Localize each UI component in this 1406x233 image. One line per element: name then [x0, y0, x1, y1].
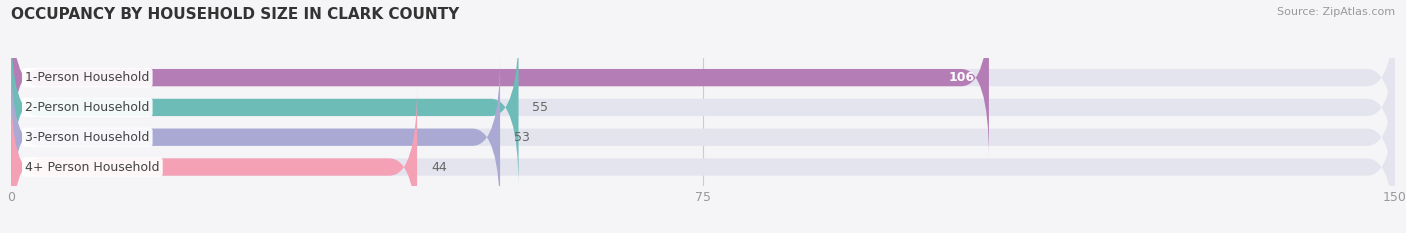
- Text: 55: 55: [533, 101, 548, 114]
- Text: 2-Person Household: 2-Person Household: [25, 101, 149, 114]
- FancyBboxPatch shape: [11, 27, 1395, 188]
- Text: 53: 53: [515, 131, 530, 144]
- FancyBboxPatch shape: [11, 0, 1395, 158]
- Text: OCCUPANCY BY HOUSEHOLD SIZE IN CLARK COUNTY: OCCUPANCY BY HOUSEHOLD SIZE IN CLARK COU…: [11, 7, 460, 22]
- Text: 106: 106: [949, 71, 976, 84]
- FancyBboxPatch shape: [11, 56, 1395, 218]
- FancyBboxPatch shape: [11, 27, 519, 188]
- FancyBboxPatch shape: [11, 86, 1395, 233]
- FancyBboxPatch shape: [11, 86, 418, 233]
- Text: Source: ZipAtlas.com: Source: ZipAtlas.com: [1277, 7, 1395, 17]
- Text: 3-Person Household: 3-Person Household: [25, 131, 149, 144]
- Text: 1-Person Household: 1-Person Household: [25, 71, 149, 84]
- FancyBboxPatch shape: [11, 56, 501, 218]
- Text: 44: 44: [430, 161, 447, 174]
- Text: 4+ Person Household: 4+ Person Household: [25, 161, 160, 174]
- FancyBboxPatch shape: [11, 0, 988, 158]
